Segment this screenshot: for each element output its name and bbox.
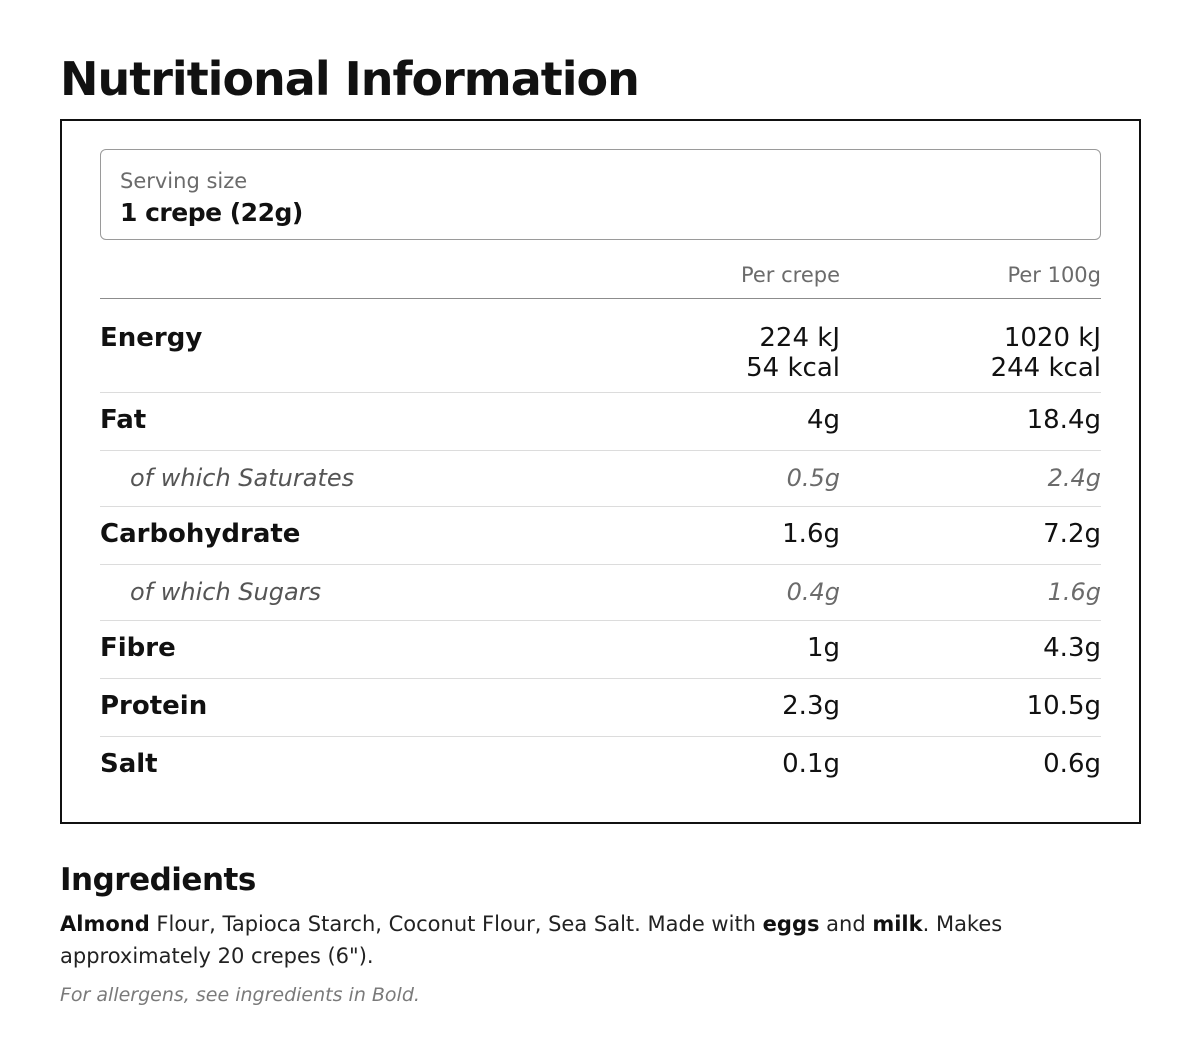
saturates-per-100g: 2.4g [1047, 464, 1101, 492]
sugars-per-100g: 1.6g [1047, 578, 1101, 606]
table-row-energy: Energy 224 kJ 54 kcal 1020 kJ 244 kcal [100, 299, 1101, 393]
table-row-fibre: Fibre 1g 4.3g [100, 621, 1101, 679]
page-title: Nutritional Information [60, 52, 640, 106]
saturates-per-crepe: 0.5g [786, 464, 840, 492]
protein-per-crepe: 2.3g [782, 691, 840, 721]
table-header-row: Per crepe Per 100g [100, 261, 1101, 299]
energy-per-crepe: 224 kJ 54 kcal [620, 323, 840, 383]
ingredients-text-part-1: Flour, Tapioca Starch, Coconut Flour, Se… [149, 912, 763, 936]
row-label-fibre: Fibre [100, 633, 176, 663]
energy-per-crepe-kj: 224 kJ [759, 323, 840, 353]
row-label-fat: Fat [100, 405, 147, 435]
serving-size-label: Serving size [120, 169, 248, 193]
table-row-sugars: of which Sugars 0.4g 1.6g [100, 565, 1101, 621]
serving-size-box: Serving size 1 crepe (22g) [100, 149, 1101, 240]
row-label-salt: Salt [100, 749, 158, 779]
fibre-per-100g: 4.3g [1043, 633, 1101, 663]
protein-per-100g: 10.5g [1026, 691, 1101, 721]
row-label-sugars: of which Sugars [130, 578, 322, 606]
row-label-protein: Protein [100, 691, 208, 721]
fat-per-100g: 18.4g [1026, 405, 1101, 435]
allergen-note: For allergens, see ingredients in Bold. [60, 984, 420, 1006]
carbohydrate-per-crepe: 1.6g [782, 519, 840, 549]
header-per-100g: Per 100g [1007, 263, 1101, 287]
table-row-saturates: of which Saturates 0.5g 2.4g [100, 451, 1101, 507]
table-row-protein: Protein 2.3g 10.5g [100, 679, 1101, 737]
sugars-per-crepe: 0.4g [786, 578, 840, 606]
header-per-crepe: Per crepe [740, 263, 840, 287]
energy-per-crepe-kcal: 54 kcal [746, 353, 840, 383]
row-label-carbohydrate: Carbohydrate [100, 519, 301, 549]
nutrition-panel: Serving size 1 crepe (22g) Per crepe Per… [60, 119, 1141, 824]
ingredients-text-part-2: and [819, 912, 873, 936]
table-row-carbohydrate: Carbohydrate 1.6g 7.2g [100, 507, 1101, 565]
allergen-milk: milk [872, 912, 923, 936]
fibre-per-crepe: 1g [806, 633, 840, 663]
salt-per-100g: 0.6g [1043, 749, 1101, 779]
salt-per-crepe: 0.1g [782, 749, 840, 779]
energy-per-100g-kj: 1020 kJ [1003, 323, 1101, 353]
energy-per-100g: 1020 kJ 244 kcal [881, 323, 1101, 383]
fat-per-crepe: 4g [806, 405, 840, 435]
table-row-salt: Salt 0.1g 0.6g [100, 737, 1101, 795]
table-row-fat: Fat 4g 18.4g [100, 393, 1101, 451]
allergen-almond: Almond [60, 912, 150, 936]
serving-size-value: 1 crepe (22g) [120, 198, 303, 227]
row-label-saturates: of which Saturates [130, 464, 355, 492]
ingredients-title: Ingredients [60, 862, 256, 898]
nutrition-table: Per crepe Per 100g Energy 224 kJ 54 kcal… [100, 261, 1101, 795]
energy-per-100g-kcal: 244 kcal [990, 353, 1101, 383]
carbohydrate-per-100g: 7.2g [1043, 519, 1101, 549]
ingredients-text: Almond Flour, Tapioca Starch, Coconut Fl… [60, 908, 1060, 972]
row-label-energy: Energy [100, 323, 203, 353]
allergen-eggs: eggs [762, 912, 820, 936]
ingredients-text-part-3: . Makes approximately 20 crepes (6"). [60, 912, 1003, 968]
